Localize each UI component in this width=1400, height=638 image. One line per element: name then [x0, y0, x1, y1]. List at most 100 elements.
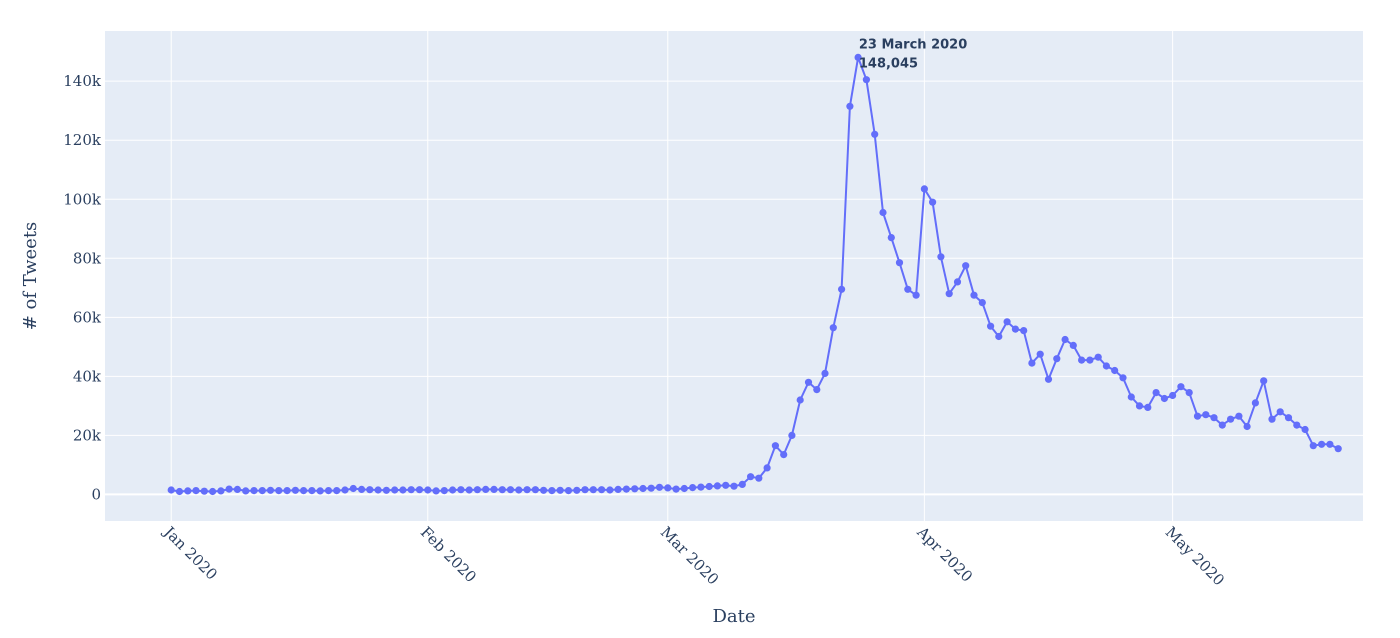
data-point	[606, 486, 614, 494]
data-point	[589, 486, 597, 494]
data-point	[879, 208, 887, 217]
x-axis-title: Date	[712, 606, 755, 627]
data-point	[457, 486, 465, 494]
data-point	[1326, 440, 1334, 448]
data-point	[1152, 389, 1160, 397]
data-point	[1276, 408, 1284, 416]
data-point	[631, 485, 639, 493]
data-point	[490, 485, 498, 493]
data-point	[1078, 356, 1086, 364]
data-point	[1061, 335, 1069, 344]
data-point	[887, 234, 895, 242]
data-point	[838, 285, 846, 293]
data-point	[788, 431, 796, 439]
data-point	[1193, 412, 1202, 420]
data-point	[283, 487, 291, 495]
data-point	[821, 369, 829, 377]
data-point	[664, 484, 672, 492]
data-point	[358, 485, 366, 493]
data-point	[217, 487, 225, 495]
series-layer	[167, 53, 1342, 496]
data-point	[349, 484, 357, 493]
series-line	[171, 56, 1339, 493]
data-point	[473, 486, 481, 494]
data-point	[747, 473, 755, 481]
data-point	[308, 487, 316, 495]
y-tick-label: 100k	[63, 190, 102, 208]
y-tick-label: 20k	[73, 426, 102, 444]
data-point	[291, 486, 299, 494]
data-point	[324, 487, 333, 495]
y-axis-title: # of Tweets	[20, 222, 41, 331]
data-point	[1334, 445, 1342, 453]
data-point	[233, 485, 241, 493]
data-point	[854, 53, 862, 62]
data-point	[804, 378, 813, 386]
data-point	[531, 486, 540, 494]
data-point	[953, 278, 962, 286]
data-point	[680, 484, 688, 493]
data-point	[962, 262, 970, 270]
data-point	[1036, 350, 1044, 358]
data-point	[374, 486, 382, 494]
data-point	[1135, 402, 1144, 410]
data-point	[341, 486, 349, 494]
data-point	[929, 198, 937, 206]
data-point	[399, 486, 407, 494]
annotation-value: 148,045	[859, 56, 918, 71]
data-point	[523, 486, 531, 494]
data-point	[1318, 440, 1326, 448]
data-point	[266, 486, 275, 494]
data-point	[225, 485, 233, 493]
data-point	[1028, 359, 1036, 367]
data-point	[1268, 415, 1276, 423]
data-point	[912, 291, 920, 299]
data-point	[1218, 421, 1226, 429]
data-point	[333, 487, 341, 495]
data-point	[995, 332, 1003, 341]
data-point	[548, 487, 556, 495]
data-point	[722, 481, 730, 489]
data-point	[1144, 403, 1152, 411]
data-point	[482, 485, 490, 493]
data-point	[895, 259, 904, 267]
data-point	[424, 486, 432, 494]
data-point	[1251, 399, 1259, 407]
data-point	[1003, 318, 1011, 326]
data-point	[813, 386, 821, 394]
data-point	[167, 486, 175, 494]
data-point	[1044, 375, 1053, 383]
data-point	[1260, 377, 1268, 385]
data-point	[987, 322, 995, 330]
y-tick-label: 0	[91, 485, 101, 503]
data-point	[440, 487, 448, 495]
data-point	[581, 486, 589, 494]
data-point	[1202, 411, 1210, 419]
data-point	[705, 482, 713, 491]
x-tick-label: Apr 2020	[913, 522, 976, 585]
data-point	[300, 487, 308, 495]
data-point	[1210, 414, 1218, 422]
data-point	[1086, 356, 1094, 364]
data-point	[614, 485, 622, 493]
y-tick-label: 140k	[63, 72, 102, 90]
data-point	[1284, 414, 1293, 422]
data-point	[209, 487, 217, 496]
x-tick-label: Feb 2020	[417, 523, 480, 586]
data-point	[829, 324, 837, 332]
data-point	[1301, 425, 1309, 434]
data-point	[465, 486, 473, 494]
data-point	[250, 487, 258, 495]
data-point	[1160, 394, 1168, 403]
data-point	[515, 486, 523, 494]
data-point	[647, 484, 655, 492]
data-point	[796, 396, 804, 404]
data-point	[275, 487, 283, 495]
data-point	[639, 484, 647, 493]
data-point	[655, 483, 664, 491]
y-tick-label: 80k	[73, 249, 102, 267]
data-point	[449, 486, 457, 494]
data-point	[382, 486, 390, 494]
data-point	[862, 76, 871, 84]
data-point	[1069, 341, 1077, 349]
